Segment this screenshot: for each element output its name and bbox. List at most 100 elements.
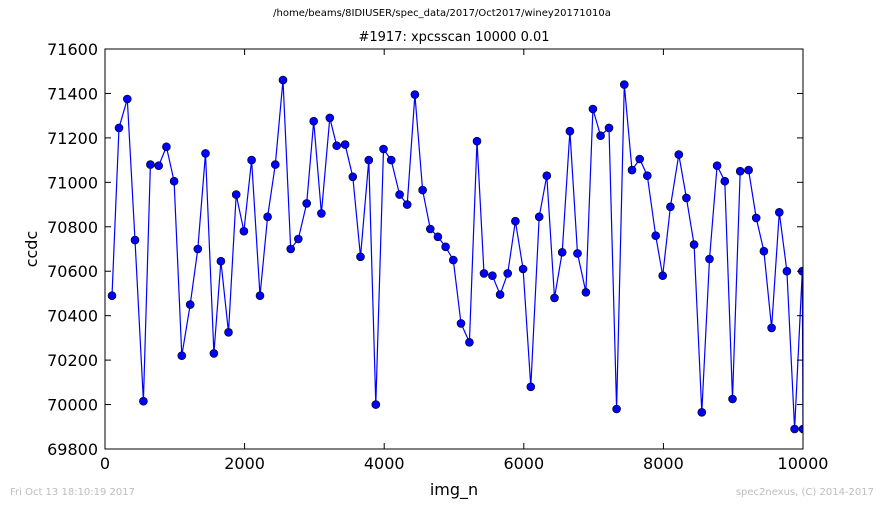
data-point	[317, 209, 326, 218]
data-point	[325, 113, 335, 123]
x-tick-label: 0	[100, 454, 110, 473]
data-point	[263, 212, 272, 222]
plot-layer	[107, 75, 803, 434]
y-tick-label: 70000	[47, 396, 98, 415]
data-point	[495, 290, 505, 299]
x-tick-label: 4000	[364, 454, 405, 473]
chart-title: #1917: xpcsscan 10000 0.01	[358, 30, 550, 45]
data-point	[216, 256, 226, 266]
data-point	[224, 327, 233, 337]
data-point	[759, 246, 769, 256]
data-point	[340, 140, 350, 149]
data-point	[697, 407, 707, 417]
data-point	[123, 94, 132, 104]
data-point	[682, 193, 691, 203]
x-tick-label: 10000	[778, 454, 829, 473]
axes-frame	[104, 48, 804, 450]
data-point	[596, 131, 605, 140]
data-point	[767, 323, 776, 333]
data-point	[465, 337, 474, 347]
x-tick-label: 2000	[224, 454, 265, 473]
data-point	[332, 141, 342, 150]
data-point	[651, 231, 661, 240]
data-point	[146, 160, 155, 169]
data-point	[728, 394, 737, 404]
data-point	[573, 249, 582, 258]
data-point	[107, 291, 117, 301]
data-point	[588, 104, 598, 114]
data-point	[395, 190, 404, 199]
footer-credit: spec2nexus, (C) 2014-2017	[735, 487, 874, 498]
data-point	[518, 264, 528, 274]
data-point	[139, 396, 148, 406]
data-point	[177, 351, 187, 361]
y-tick-label: 70400	[47, 307, 98, 326]
data-point	[278, 75, 288, 85]
data-point	[581, 287, 591, 297]
data-point	[658, 271, 668, 281]
data-point	[604, 123, 614, 133]
data-point	[503, 269, 513, 278]
data-point	[565, 126, 575, 136]
data-point	[286, 244, 296, 254]
data-point	[689, 240, 699, 249]
data-point	[425, 224, 435, 234]
data-point	[744, 165, 753, 175]
data-point	[666, 202, 675, 212]
y-tick-label: 71400	[47, 84, 98, 103]
y-tick-label: 71200	[47, 129, 98, 148]
data-point	[782, 266, 792, 276]
data-point	[309, 116, 319, 126]
data-point	[169, 176, 179, 186]
data-point	[479, 269, 489, 278]
data-point	[456, 319, 466, 328]
data-point	[302, 199, 312, 208]
data-point	[185, 300, 195, 309]
data-point	[526, 382, 536, 392]
data-point	[751, 213, 761, 223]
data-point	[642, 171, 652, 180]
data-point	[472, 136, 482, 146]
data-point	[534, 212, 544, 222]
data-point	[201, 149, 210, 158]
data-point	[371, 400, 381, 409]
data-point	[418, 185, 427, 195]
data-point	[798, 424, 803, 434]
y-tick-label: 69800	[47, 440, 98, 459]
data-point	[557, 248, 567, 257]
data-point	[154, 161, 163, 170]
data-point	[231, 190, 241, 199]
data-point	[130, 235, 140, 245]
data-point	[209, 349, 219, 358]
data-point	[364, 155, 374, 165]
y-tick-label: 70600	[47, 262, 98, 281]
data-point	[674, 150, 684, 159]
y-tick-label: 71000	[47, 173, 98, 192]
data-point	[635, 154, 645, 164]
footer-timestamp: Fri Oct 13 18:10:19 2017	[10, 487, 136, 498]
data-point	[193, 244, 203, 254]
data-point	[114, 123, 124, 133]
data-point	[386, 155, 396, 165]
data-point	[448, 255, 458, 265]
data-point	[441, 242, 450, 252]
data-point	[712, 161, 722, 170]
data-point	[542, 171, 552, 180]
data-point	[705, 254, 714, 264]
data-point	[348, 172, 358, 182]
y-axis-label: ccdc	[22, 231, 41, 268]
figure-suptitle: /home/beams/8IDIUSER/spec_data/2017/Oct2…	[273, 8, 611, 19]
x-tick-label: 6000	[503, 454, 544, 473]
y-tick-label: 70800	[47, 218, 98, 237]
data-point	[790, 424, 799, 434]
data-point	[511, 216, 520, 226]
data-point	[433, 232, 443, 242]
data-point	[774, 208, 784, 217]
y-tick-label: 70200	[47, 351, 98, 370]
data-point	[410, 90, 420, 99]
data-point	[239, 226, 249, 236]
x-tick-label: 8000	[643, 454, 684, 473]
data-point	[247, 155, 256, 165]
ticks-layer: 0 2000 4000 6000 8000 10000 69800 70000 70200 704…	[47, 40, 828, 473]
